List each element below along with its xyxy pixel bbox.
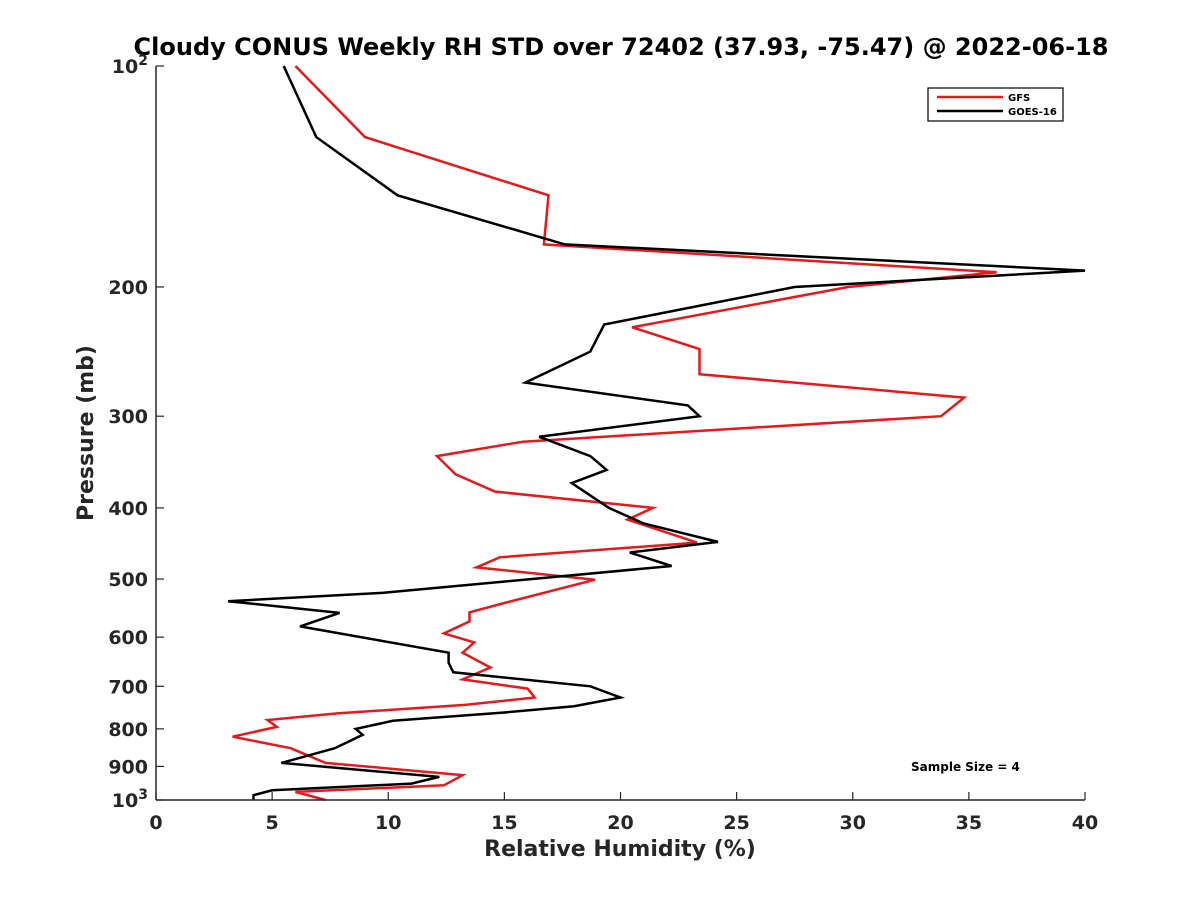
x-tick-label: 10 <box>375 812 401 834</box>
x-tick-label: 5 <box>266 812 279 834</box>
plot-area: 0 5 10 15 20 25 30 35 40 102 200 300 400 500 600 700 80… <box>108 53 1098 834</box>
x-tick-label: 15 <box>491 812 517 834</box>
x-tick-label: 20 <box>607 812 633 834</box>
y-tick-label: 300 <box>108 406 148 428</box>
sample-size-annotation: Sample Size = 4 <box>911 760 1020 774</box>
series-line-0 <box>232 65 997 802</box>
y-tick-label: 102 <box>112 53 148 78</box>
legend-label-gfs: GFS <box>1008 93 1030 104</box>
y-tick-label: 103 <box>112 787 148 812</box>
y-tick-label: 600 <box>108 627 148 649</box>
y-axis-label: Pressure (mb) <box>74 345 99 521</box>
x-tick-label: 40 <box>1072 812 1098 834</box>
x-tick-label: 25 <box>723 812 749 834</box>
y-tick-label: 500 <box>108 569 148 591</box>
y-tick-label: 900 <box>108 756 148 778</box>
x-tick-label: 0 <box>149 812 162 834</box>
y-tick-label: 800 <box>108 719 148 741</box>
y-tick-label: 700 <box>108 676 148 698</box>
chart-title: Cloudy CONUS Weekly RH STD over 72402 (3… <box>134 33 1109 61</box>
y-tick-label: 200 <box>108 277 148 299</box>
x-tick-label: 35 <box>956 812 982 834</box>
y-tick-label: 400 <box>108 498 148 520</box>
x-ticks: 0 5 10 15 20 25 30 35 40 <box>149 792 1098 834</box>
series-line-1 <box>227 65 1086 800</box>
legend-box <box>927 87 1064 122</box>
x-tick-label: 30 <box>840 812 866 834</box>
legend: GFS GOES-16 <box>927 87 1064 122</box>
x-axis-label: Relative Humidity (%) <box>484 837 756 862</box>
legend-label-goes16: GOES-16 <box>1008 107 1057 118</box>
y-ticks: 102 200 300 400 500 600 700 800 900 103 <box>108 53 164 812</box>
series-layer <box>227 65 1086 802</box>
